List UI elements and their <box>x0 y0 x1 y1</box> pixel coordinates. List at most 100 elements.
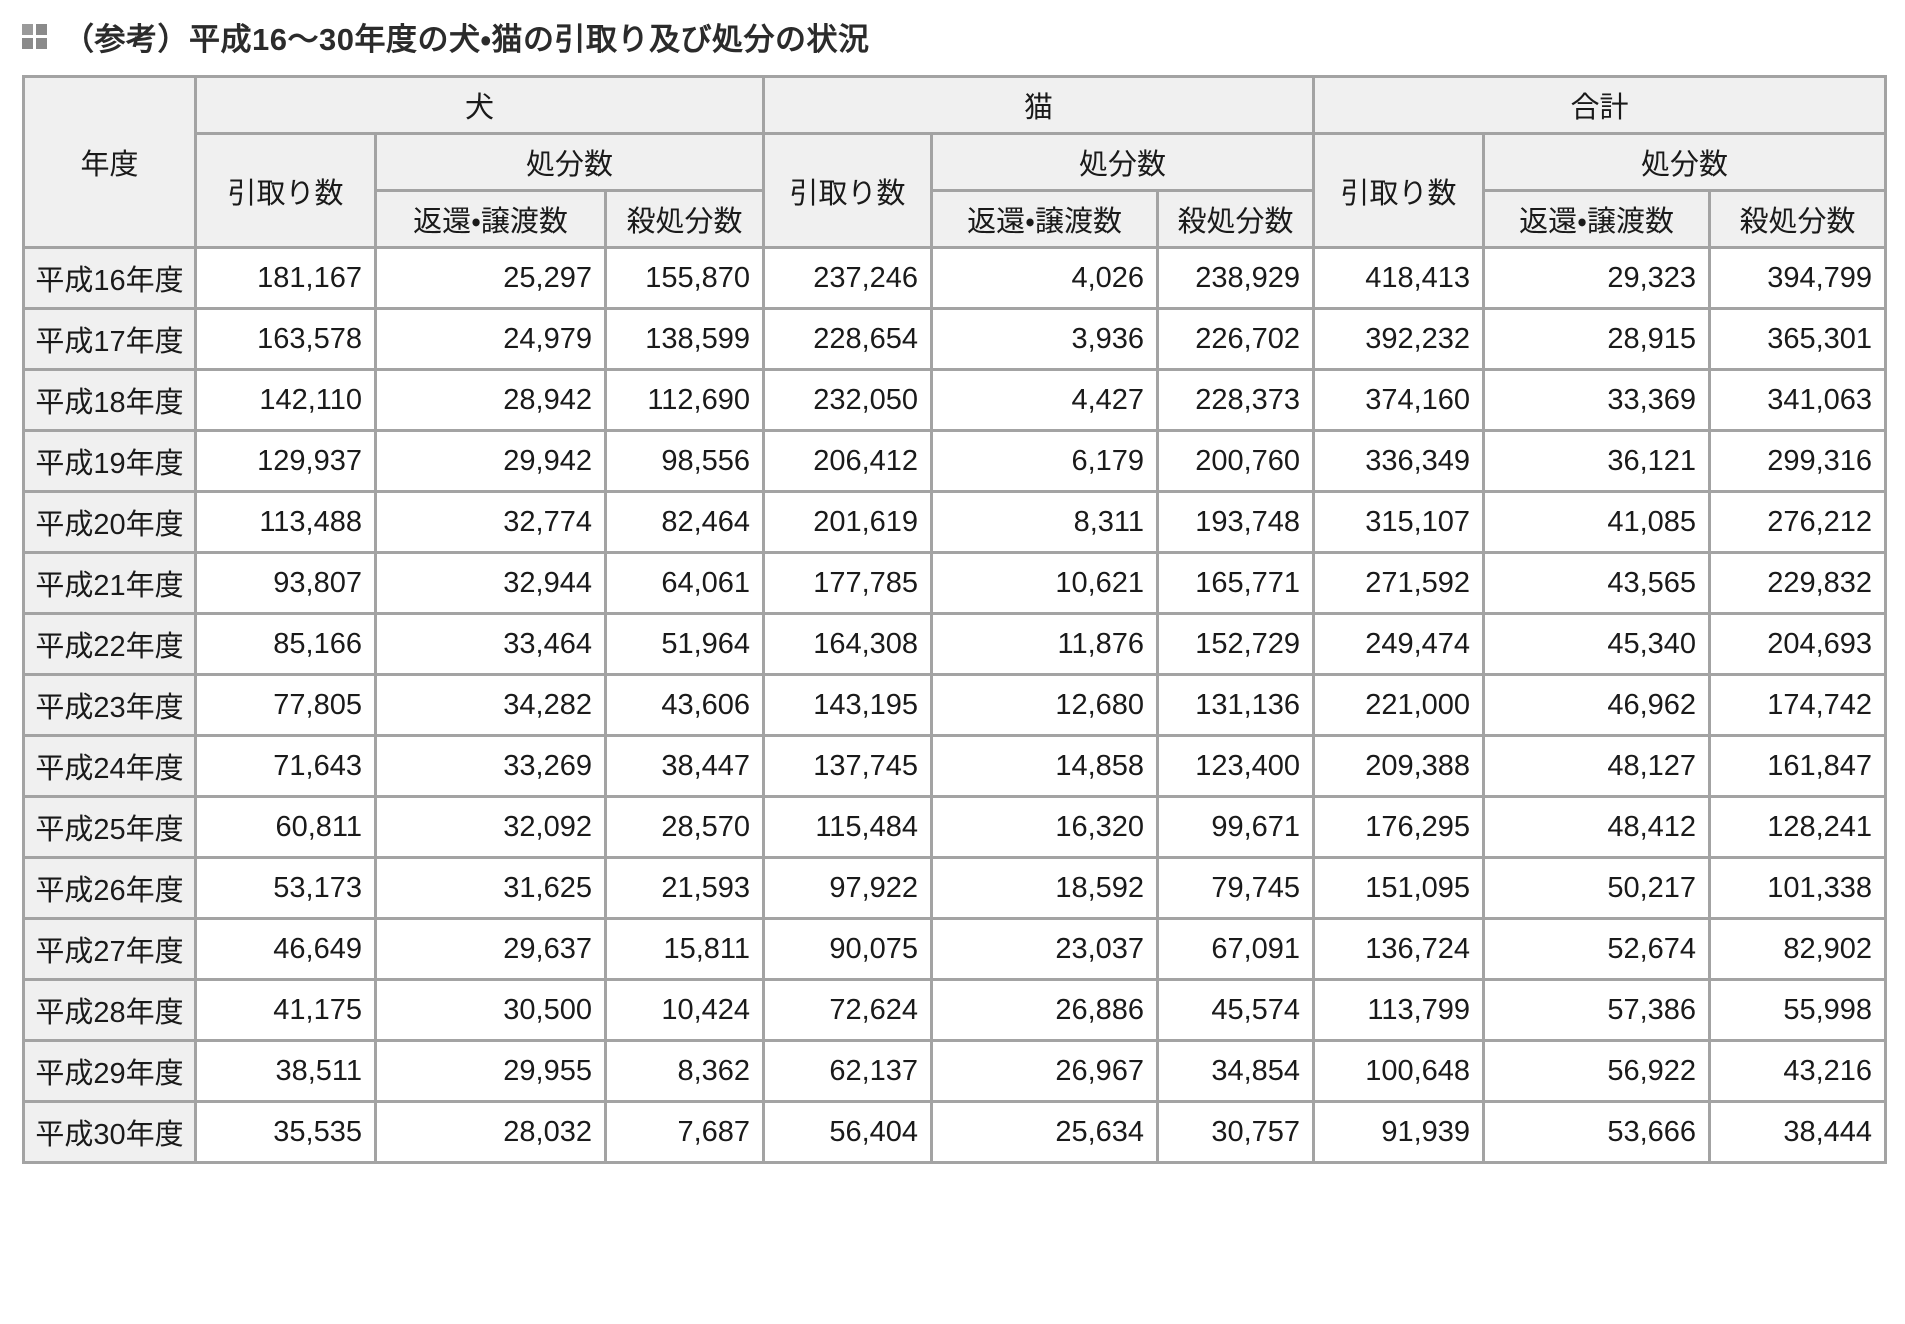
value-cell: 392,232 <box>1312 307 1486 371</box>
table-row: 平成16年度 181,167 25,297 155,870 237,246 4,026 23… <box>22 246 1888 310</box>
value-cell: 6,179 <box>930 429 1160 493</box>
value-cell: 77,805 <box>194 673 377 737</box>
value-cell: 26,886 <box>930 978 1160 1042</box>
value-cell: 7,687 <box>603 1100 766 1164</box>
value-cell: 29,637 <box>374 917 607 981</box>
value-cell: 32,774 <box>374 490 607 554</box>
value-cell: 43,606 <box>603 673 766 737</box>
value-cell: 57,386 <box>1482 978 1712 1042</box>
value-cell: 53,173 <box>194 856 377 920</box>
value-cell: 394,799 <box>1708 246 1888 310</box>
table-row: 平成21年度 93,807 32,944 64,061 177,785 10,621 165… <box>22 551 1888 615</box>
value-cell: 221,000 <box>1312 673 1486 737</box>
value-cell: 229,832 <box>1708 551 1888 615</box>
value-cell: 113,488 <box>194 490 377 554</box>
value-cell: 315,107 <box>1312 490 1486 554</box>
value-cell: 181,167 <box>194 246 377 310</box>
value-cell: 137,745 <box>762 734 934 798</box>
value-cell: 131,136 <box>1156 673 1316 737</box>
cat-returned-header: 返還・譲渡数 <box>930 189 1160 249</box>
value-cell: 67,091 <box>1156 917 1316 981</box>
value-cell: 38,447 <box>603 734 766 798</box>
value-cell: 26,967 <box>930 1039 1160 1103</box>
table-row: 平成24年度 71,643 33,269 38,447 137,745 14,858 123… <box>22 734 1888 798</box>
value-cell: 365,301 <box>1708 307 1888 371</box>
value-cell: 112,690 <box>603 368 766 432</box>
value-cell: 228,373 <box>1156 368 1316 432</box>
value-cell: 46,962 <box>1482 673 1712 737</box>
table-row: 平成29年度 38,511 29,955 8,362 62,137 26,967 34,85… <box>22 1039 1888 1103</box>
value-cell: 129,937 <box>194 429 377 493</box>
value-cell: 48,412 <box>1482 795 1712 859</box>
value-cell: 336,349 <box>1312 429 1486 493</box>
value-cell: 138,599 <box>603 307 766 371</box>
value-cell: 11,876 <box>930 612 1160 676</box>
value-cell: 31,625 <box>374 856 607 920</box>
value-cell: 201,619 <box>762 490 934 554</box>
value-cell: 45,574 <box>1156 978 1316 1042</box>
year-cell: 平成25年度 <box>22 795 197 859</box>
value-cell: 4,026 <box>930 246 1160 310</box>
value-cell: 136,724 <box>1312 917 1486 981</box>
intake-disposal-table: 年度 犬 猫 合計 引取り数 処分数 引取り数 処分数 引取り数 処分数 返還・… <box>22 75 1888 1164</box>
dog-killed-header: 殺処分数 <box>603 189 766 249</box>
year-cell: 平成26年度 <box>22 856 197 920</box>
value-cell: 43,565 <box>1482 551 1712 615</box>
value-cell: 25,297 <box>374 246 607 310</box>
value-cell: 91,939 <box>1312 1100 1486 1164</box>
value-cell: 374,160 <box>1312 368 1486 432</box>
value-cell: 38,444 <box>1708 1100 1888 1164</box>
year-cell: 平成20年度 <box>22 490 197 554</box>
year-cell: 平成21年度 <box>22 551 197 615</box>
value-cell: 56,922 <box>1482 1039 1712 1103</box>
value-cell: 82,464 <box>603 490 766 554</box>
table-header: 年度 犬 猫 合計 引取り数 処分数 引取り数 処分数 引取り数 処分数 返還・… <box>22 75 1888 249</box>
value-cell: 35,535 <box>194 1100 377 1164</box>
value-cell: 271,592 <box>1312 551 1486 615</box>
value-cell: 29,942 <box>374 429 607 493</box>
value-cell: 193,748 <box>1156 490 1316 554</box>
year-cell: 平成30年度 <box>22 1100 197 1164</box>
value-cell: 29,955 <box>374 1039 607 1103</box>
title-row: （参考）平成16～30年度の犬・猫の引取り及び処分の状況 <box>22 14 1905 59</box>
value-cell: 85,166 <box>194 612 377 676</box>
total-disposal-header: 処分数 <box>1482 132 1888 192</box>
year-cell: 平成23年度 <box>22 673 197 737</box>
value-cell: 176,295 <box>1312 795 1486 859</box>
total-killed-header: 殺処分数 <box>1708 189 1888 249</box>
value-cell: 8,362 <box>603 1039 766 1103</box>
year-cell: 平成17年度 <box>22 307 197 371</box>
value-cell: 155,870 <box>603 246 766 310</box>
value-cell: 56,404 <box>762 1100 934 1164</box>
cat-disposal-header: 処分数 <box>930 132 1316 192</box>
table-row: 平成17年度 163,578 24,979 138,599 228,654 3,936 22… <box>22 307 1888 371</box>
value-cell: 123,400 <box>1156 734 1316 798</box>
table-body: 平成16年度 181,167 25,297 155,870 237,246 4,026 23… <box>22 246 1888 1164</box>
value-cell: 237,246 <box>762 246 934 310</box>
value-cell: 151,095 <box>1312 856 1486 920</box>
value-cell: 163,578 <box>194 307 377 371</box>
value-cell: 53,666 <box>1482 1100 1712 1164</box>
value-cell: 72,624 <box>762 978 934 1042</box>
year-cell: 平成22年度 <box>22 612 197 676</box>
value-cell: 36,121 <box>1482 429 1712 493</box>
total-intake-header: 引取り数 <box>1312 132 1486 249</box>
value-cell: 174,742 <box>1708 673 1888 737</box>
value-cell: 276,212 <box>1708 490 1888 554</box>
group-header-cat: 猫 <box>762 75 1316 135</box>
value-cell: 29,323 <box>1482 246 1712 310</box>
cat-intake-header: 引取り数 <box>762 132 934 249</box>
year-cell: 平成27年度 <box>22 917 197 981</box>
value-cell: 28,570 <box>603 795 766 859</box>
value-cell: 15,811 <box>603 917 766 981</box>
dog-returned-header: 返還・譲渡数 <box>374 189 607 249</box>
bullet-squares-icon <box>22 24 47 49</box>
value-cell: 41,175 <box>194 978 377 1042</box>
value-cell: 100,648 <box>1312 1039 1486 1103</box>
value-cell: 14,858 <box>930 734 1160 798</box>
value-cell: 232,050 <box>762 368 934 432</box>
value-cell: 48,127 <box>1482 734 1712 798</box>
value-cell: 52,674 <box>1482 917 1712 981</box>
value-cell: 28,032 <box>374 1100 607 1164</box>
